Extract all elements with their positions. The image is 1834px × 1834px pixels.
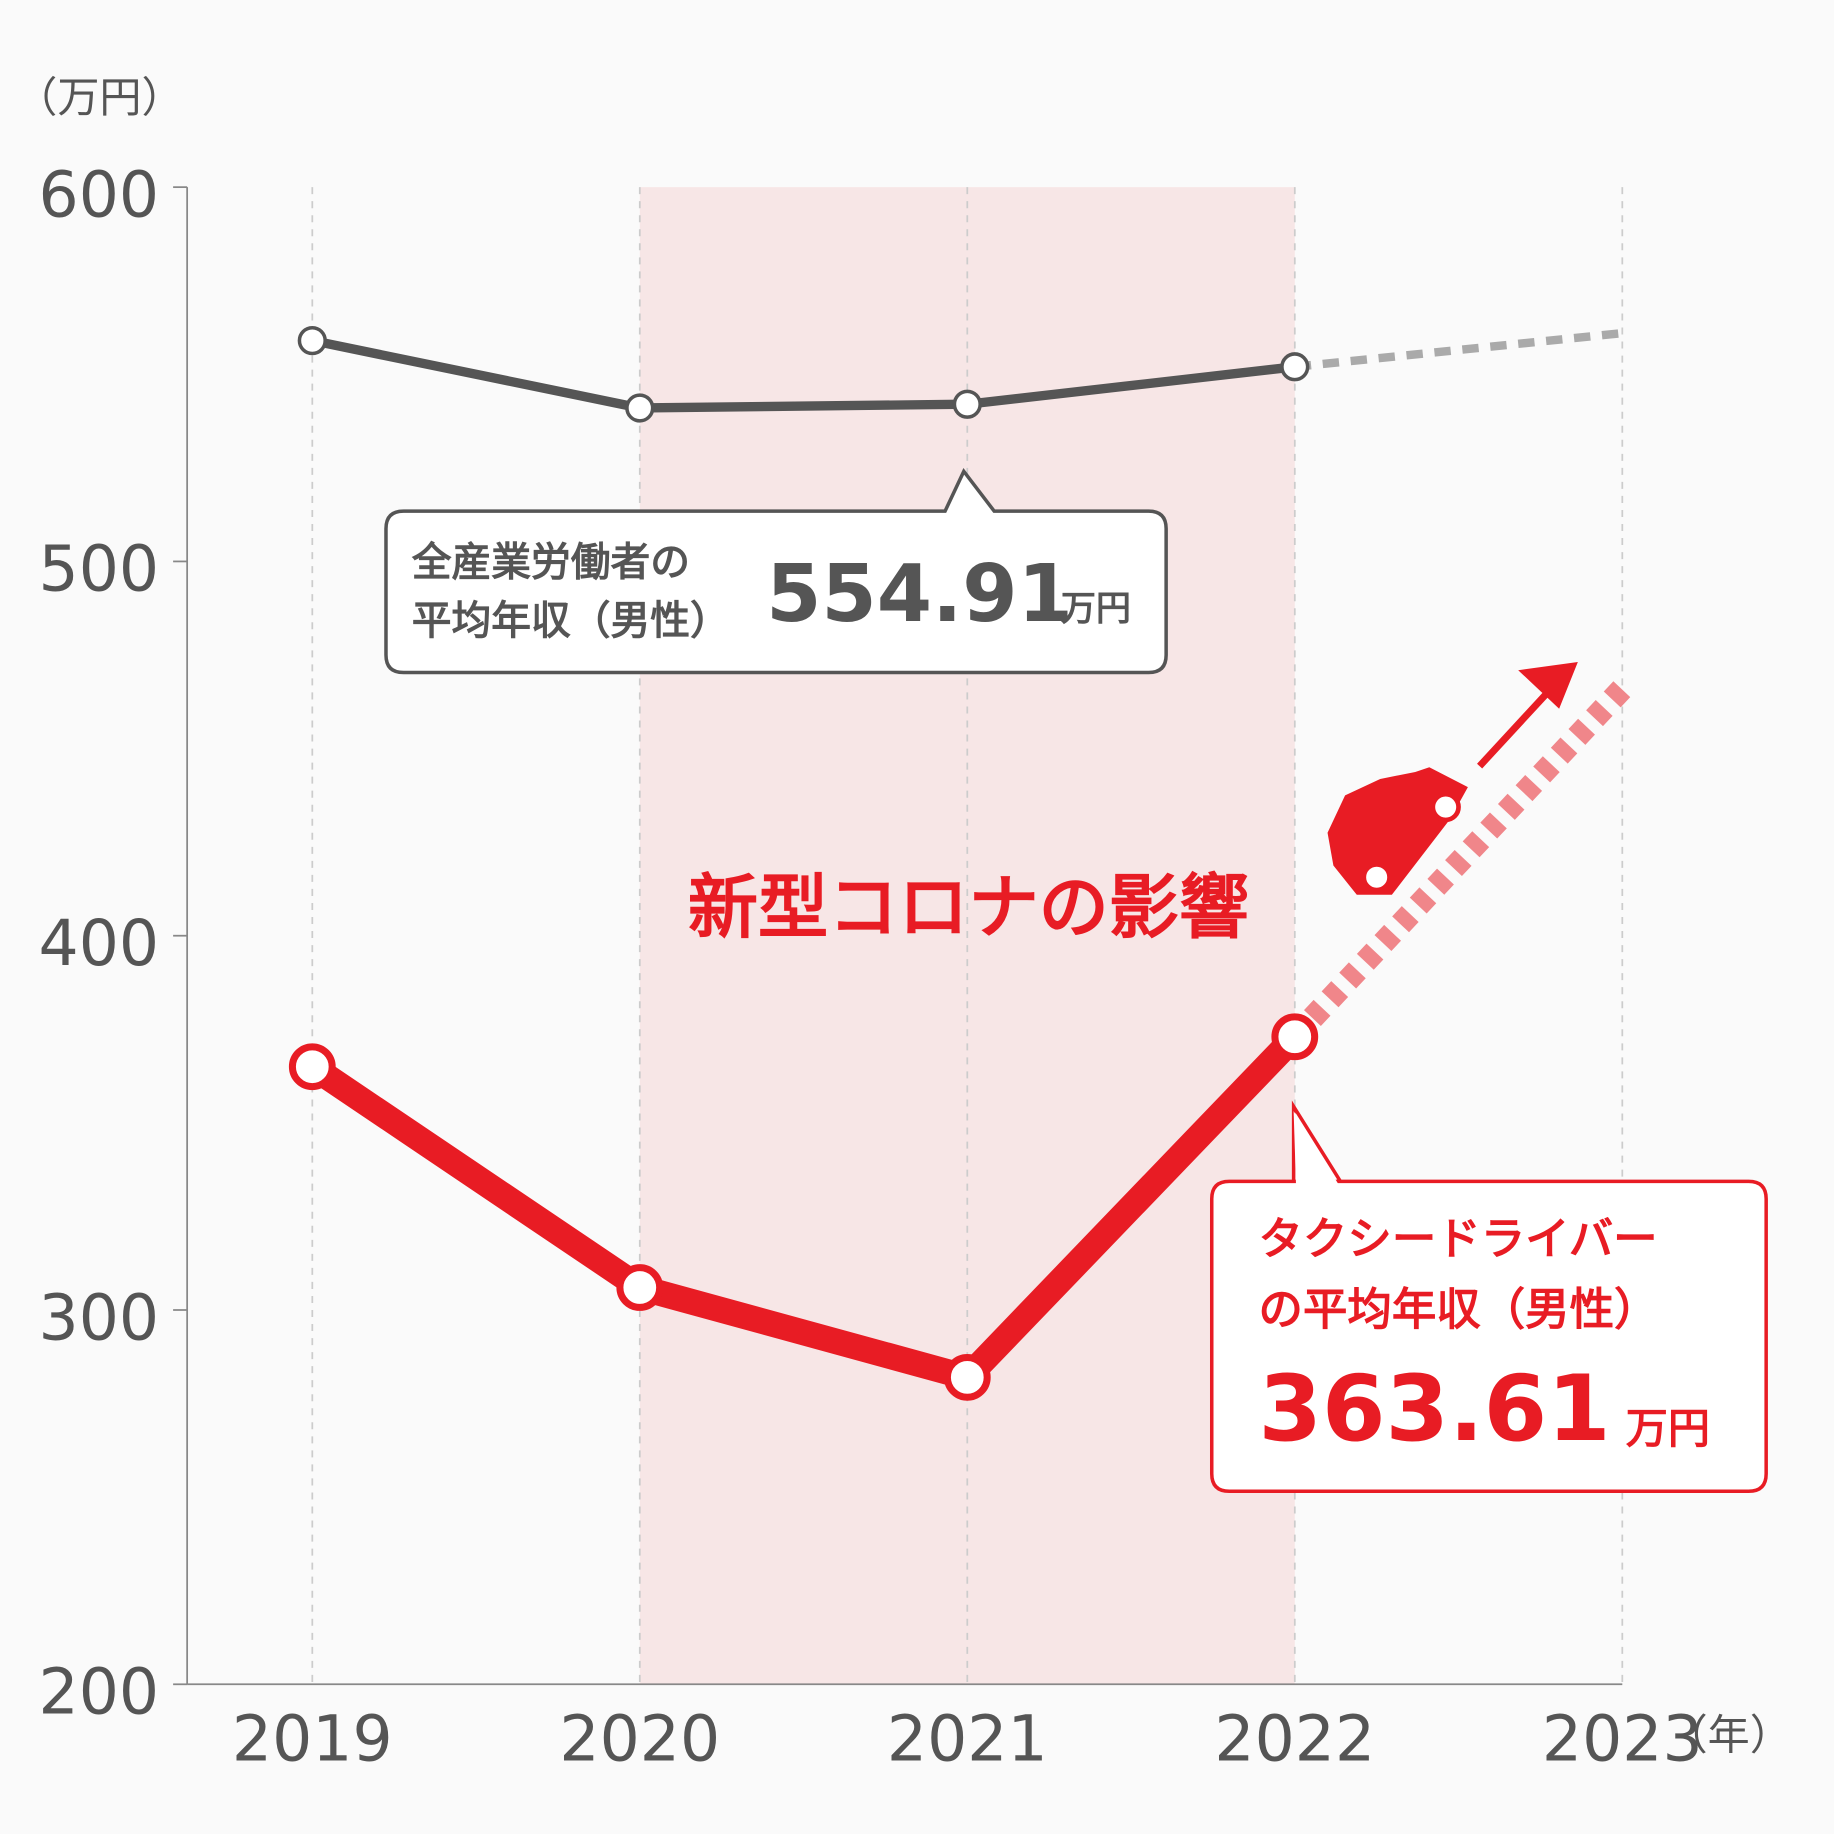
- data-point: [297, 325, 327, 356]
- grid-layer: [311, 187, 1624, 1685]
- callout-text: 平均年収（男性）: [412, 598, 730, 644]
- covid-label: 新型コロナの影響: [688, 866, 1249, 948]
- callout-text: タクシードライバー: [1259, 1214, 1658, 1265]
- data-point: [952, 389, 982, 419]
- data-point: [1280, 352, 1310, 382]
- y-tick-label: 300: [39, 1280, 160, 1354]
- callout-unit: 万円: [1061, 589, 1131, 630]
- y-axis-unit: （万円）: [15, 73, 183, 122]
- x-tick-label: 2020: [559, 1701, 720, 1775]
- x-tick-label: 2021: [887, 1701, 1048, 1775]
- data-point: [625, 393, 655, 423]
- data-point: [288, 1043, 336, 1091]
- callout-value: 363.61: [1259, 1355, 1611, 1462]
- callout-text: の平均年収（男性）: [1259, 1284, 1659, 1335]
- projection-line: [1286, 680, 1631, 1045]
- car-wheel: [1361, 862, 1392, 893]
- callout-pointer: [1293, 1111, 1339, 1184]
- callout-box: [384, 468, 1168, 675]
- callout-unit: 万円: [1626, 1404, 1710, 1453]
- trend-arrow-head: [1518, 662, 1578, 709]
- x-tick-label: 2022: [1214, 1701, 1375, 1775]
- y-tick-label: 200: [39, 1655, 160, 1729]
- data-line: [305, 1027, 1305, 1391]
- y-tick-label: 600: [39, 157, 160, 231]
- callout-value: 554.91: [766, 547, 1073, 640]
- callout-text: 全産業労働者の: [411, 539, 690, 585]
- y-tick-label: 400: [39, 906, 160, 980]
- data-point: [1271, 1013, 1319, 1061]
- trend-arrow: [1477, 687, 1553, 769]
- x-tick-label: 2023: [1542, 1701, 1703, 1775]
- lines-layer: [288, 325, 1631, 1401]
- data-point: [943, 1353, 991, 1401]
- x-axis-unit: （年）: [1666, 1711, 1792, 1760]
- data-line: [311, 336, 1296, 413]
- y-tick-label: 500: [39, 532, 160, 606]
- data-point: [616, 1264, 664, 1311]
- x-tick-label: 2019: [232, 1701, 393, 1775]
- car-wheel: [1430, 791, 1461, 823]
- callout-box: [1209, 1100, 1768, 1494]
